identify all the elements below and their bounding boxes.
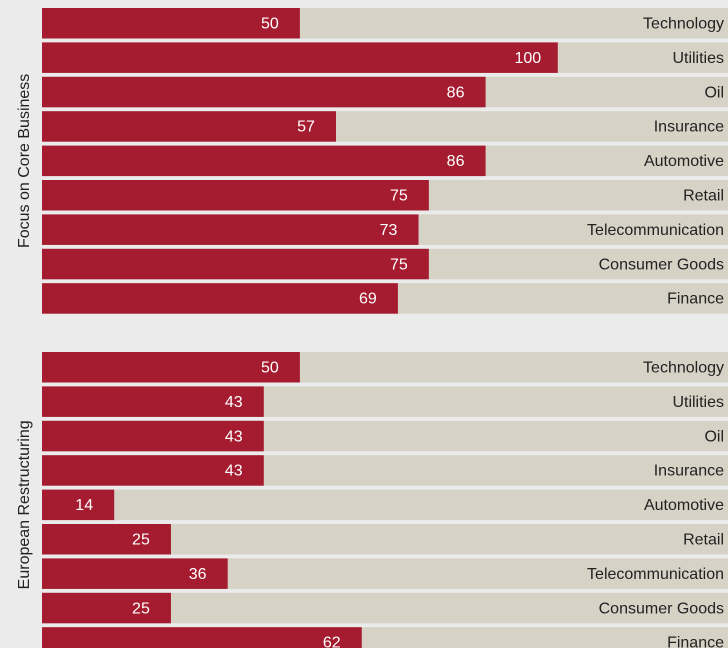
bar [42, 42, 558, 73]
value-label: 86 [447, 84, 465, 101]
bar [42, 145, 486, 177]
category-label: Automotive [644, 497, 724, 514]
bar [42, 352, 300, 383]
value-label: 36 [189, 566, 207, 583]
value-label: 50 [261, 15, 279, 32]
bar-track [42, 489, 728, 521]
y-axis-label: European Restructuring [16, 420, 33, 589]
category-label: Utilities [672, 50, 724, 67]
bar [42, 8, 300, 39]
value-label: 100 [514, 50, 541, 67]
bar [42, 214, 419, 245]
bar [42, 248, 429, 280]
value-label: 62 [323, 635, 341, 648]
value-label: 43 [225, 463, 243, 480]
category-label: Consumer Goods [599, 600, 724, 617]
value-label: 43 [225, 428, 243, 445]
value-label: 75 [390, 187, 408, 204]
value-label: 50 [261, 359, 279, 376]
category-label: Finance [667, 635, 724, 648]
value-label: 14 [75, 497, 93, 514]
value-label: 43 [225, 394, 243, 411]
value-label: 57 [297, 119, 315, 136]
value-label: 69 [359, 291, 377, 308]
bar [42, 524, 171, 555]
bar [42, 489, 115, 521]
category-label: Insurance [654, 463, 724, 480]
category-label: Technology [643, 15, 724, 32]
category-label: Telecommunication [587, 222, 724, 239]
category-label: Oil [704, 428, 724, 445]
value-label: 25 [132, 531, 150, 548]
bar [42, 558, 228, 589]
category-label: Consumer Goods [599, 256, 724, 273]
bar [42, 455, 264, 486]
category-label: Insurance [654, 119, 724, 136]
category-label: Automotive [644, 153, 724, 170]
bar [42, 627, 362, 648]
category-label: Technology [643, 359, 724, 376]
value-label: 86 [447, 153, 465, 170]
y-axis-label: Focus on Core Business [16, 74, 33, 248]
bar [42, 420, 264, 452]
category-label: Oil [704, 84, 724, 101]
value-label: 73 [380, 222, 398, 239]
category-label: Utilities [672, 394, 724, 411]
bar [42, 76, 486, 108]
value-label: 25 [132, 600, 150, 617]
category-label: Finance [667, 291, 724, 308]
bar-chart: European Restructuring 50 Technology 43 Util… [16, 352, 728, 648]
category-label: Retail [683, 187, 724, 204]
bar [42, 111, 336, 142]
bar [42, 592, 171, 624]
bar [42, 180, 429, 211]
value-label: 75 [390, 256, 408, 273]
category-label: Telecommunication [587, 566, 724, 583]
bar [42, 283, 398, 314]
bar [42, 386, 264, 417]
bar-chart: Focus on Core Business 50 Technology 100 Uti… [16, 8, 728, 314]
category-label: Retail [683, 531, 724, 548]
